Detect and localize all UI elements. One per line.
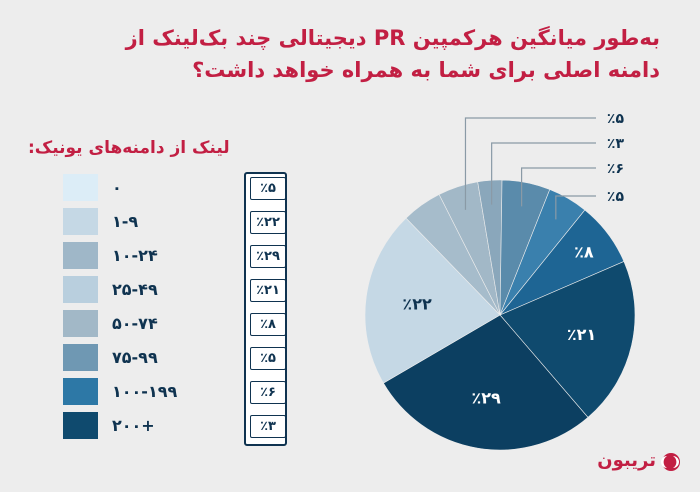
pie-slice [499, 261, 636, 418]
legend-label: ۱۰-۲۴ [112, 246, 158, 265]
pie-slice [383, 314, 589, 451]
legend-label: ۱۰۰-۱۹۹ [112, 382, 178, 401]
percentage-box: ٪۵ [250, 347, 286, 370]
brand-name: تریبون [597, 450, 656, 471]
callout-label: ٪۵ [607, 189, 625, 205]
percentage-box: ٪۸ [250, 313, 286, 336]
legend-label: ۷۵-۹۹ [112, 348, 158, 367]
chart-title-line-2: دامنه اصلی برای شما به همراه خواهد داشت؟ [192, 58, 660, 82]
leader-line [464, 117, 596, 210]
callout-label: ٪۵ [607, 111, 625, 127]
leader-line [555, 195, 596, 220]
legend-swatch [63, 378, 98, 405]
legend-swatch [63, 310, 98, 337]
legend-swatch [63, 242, 98, 269]
pie-slice [405, 194, 501, 316]
percentage-box: ٪۲۱ [250, 279, 286, 302]
legend-title: لینک از دامنه‌های یونیک: [28, 138, 230, 158]
percentage-box: ٪۳ [250, 415, 286, 438]
leader-line [520, 167, 596, 207]
legend-label: ۰ [112, 178, 122, 197]
slice-label: ٪۸ [574, 242, 594, 261]
callout-label: ٪۶ [607, 161, 624, 177]
slice-label: ٪۲۹ [472, 389, 502, 408]
legend-label: ۵۰-۷۴ [112, 314, 158, 333]
tribune-logo-icon [661, 453, 680, 471]
pie-slice [364, 217, 501, 384]
legend-swatch [63, 174, 98, 201]
percentage-box: ٪۲۲ [250, 211, 286, 234]
legend-label: ۲۰۰+ [112, 416, 155, 435]
leader-line [491, 142, 596, 205]
legend-label: ۱-۹ [112, 212, 139, 231]
percentage-box: ٪۵ [250, 177, 286, 200]
percentage-box: ٪۲۹ [250, 245, 286, 268]
chart-title-line-1: به‌طور میانگین هرکمپین PR دیجیتالی چند ب… [125, 26, 660, 50]
legend-swatch [63, 276, 98, 303]
slice-label: ٪۲۱ [567, 325, 596, 344]
legend-swatch [63, 344, 98, 371]
legend-swatch [63, 208, 98, 235]
percentage-box: ٪۶ [250, 381, 286, 404]
legend-label: ۲۵-۴۹ [112, 280, 158, 299]
slice-label: ٪۲۲ [402, 295, 432, 314]
legend-swatch [63, 412, 98, 439]
callout-label: ٪۳ [607, 136, 625, 152]
